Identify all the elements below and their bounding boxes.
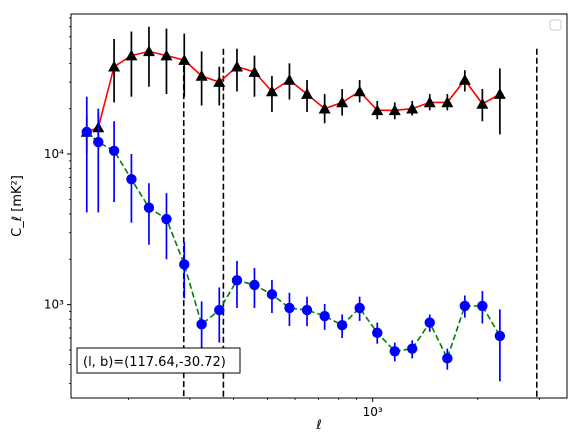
data-point [477,300,488,312]
data-point [249,279,260,291]
data-point [161,213,172,225]
data-point [423,96,436,108]
data-point [213,76,226,87]
data-point [388,104,401,116]
data-point [196,319,207,330]
data-point [179,259,190,270]
data-point [248,66,261,77]
data-point [143,202,155,213]
series-2 [81,96,506,382]
series-line [86,131,501,361]
data-point [178,54,191,65]
data-point [371,104,384,116]
data-point [93,136,104,148]
data-point [284,302,295,314]
data-point [125,49,138,61]
data-point [266,289,278,300]
data-point [407,343,418,354]
reference-vlines [182,48,538,398]
data-point [476,97,489,109]
data-point [81,126,92,138]
data-point [336,320,348,331]
data-point [108,145,120,157]
legend-box [549,19,562,31]
data-point [336,96,349,108]
data-point [160,49,173,61]
data-point [441,96,454,108]
data-point [353,85,366,97]
data-point [354,302,365,314]
data-point [372,327,383,339]
data-point [230,60,243,72]
y-axis-label: C_ℓ [mK²] [10,175,25,237]
data-point [319,310,330,322]
data-point [301,304,313,316]
plot-frame [70,13,568,399]
data-point [442,353,453,364]
data-point [318,102,331,114]
data-point [494,330,506,342]
data-point [142,45,155,57]
data-point [283,73,296,85]
y-tick-label: 10³ [44,298,64,312]
data-point [389,346,400,357]
x-tick-label: 10³ [363,405,383,419]
data-point [458,73,471,85]
y-tick-label: 10⁴ [44,147,64,161]
data-point [214,304,225,316]
data-point [493,88,506,99]
data-point [126,174,137,185]
data-point [459,300,471,312]
annotation-box: (l, b)=(117.64,-30.72) [76,347,241,374]
data-point [301,88,314,99]
data-point [231,275,243,286]
data-point [108,60,121,72]
x-axis-label: ℓ [315,418,321,433]
data-point [424,317,435,328]
data-point [195,69,208,81]
annotation-text: (l, b)=(117.64,-30.72) [83,355,226,370]
data-point [265,85,278,97]
data-point [406,102,419,114]
series-1 [80,26,506,155]
